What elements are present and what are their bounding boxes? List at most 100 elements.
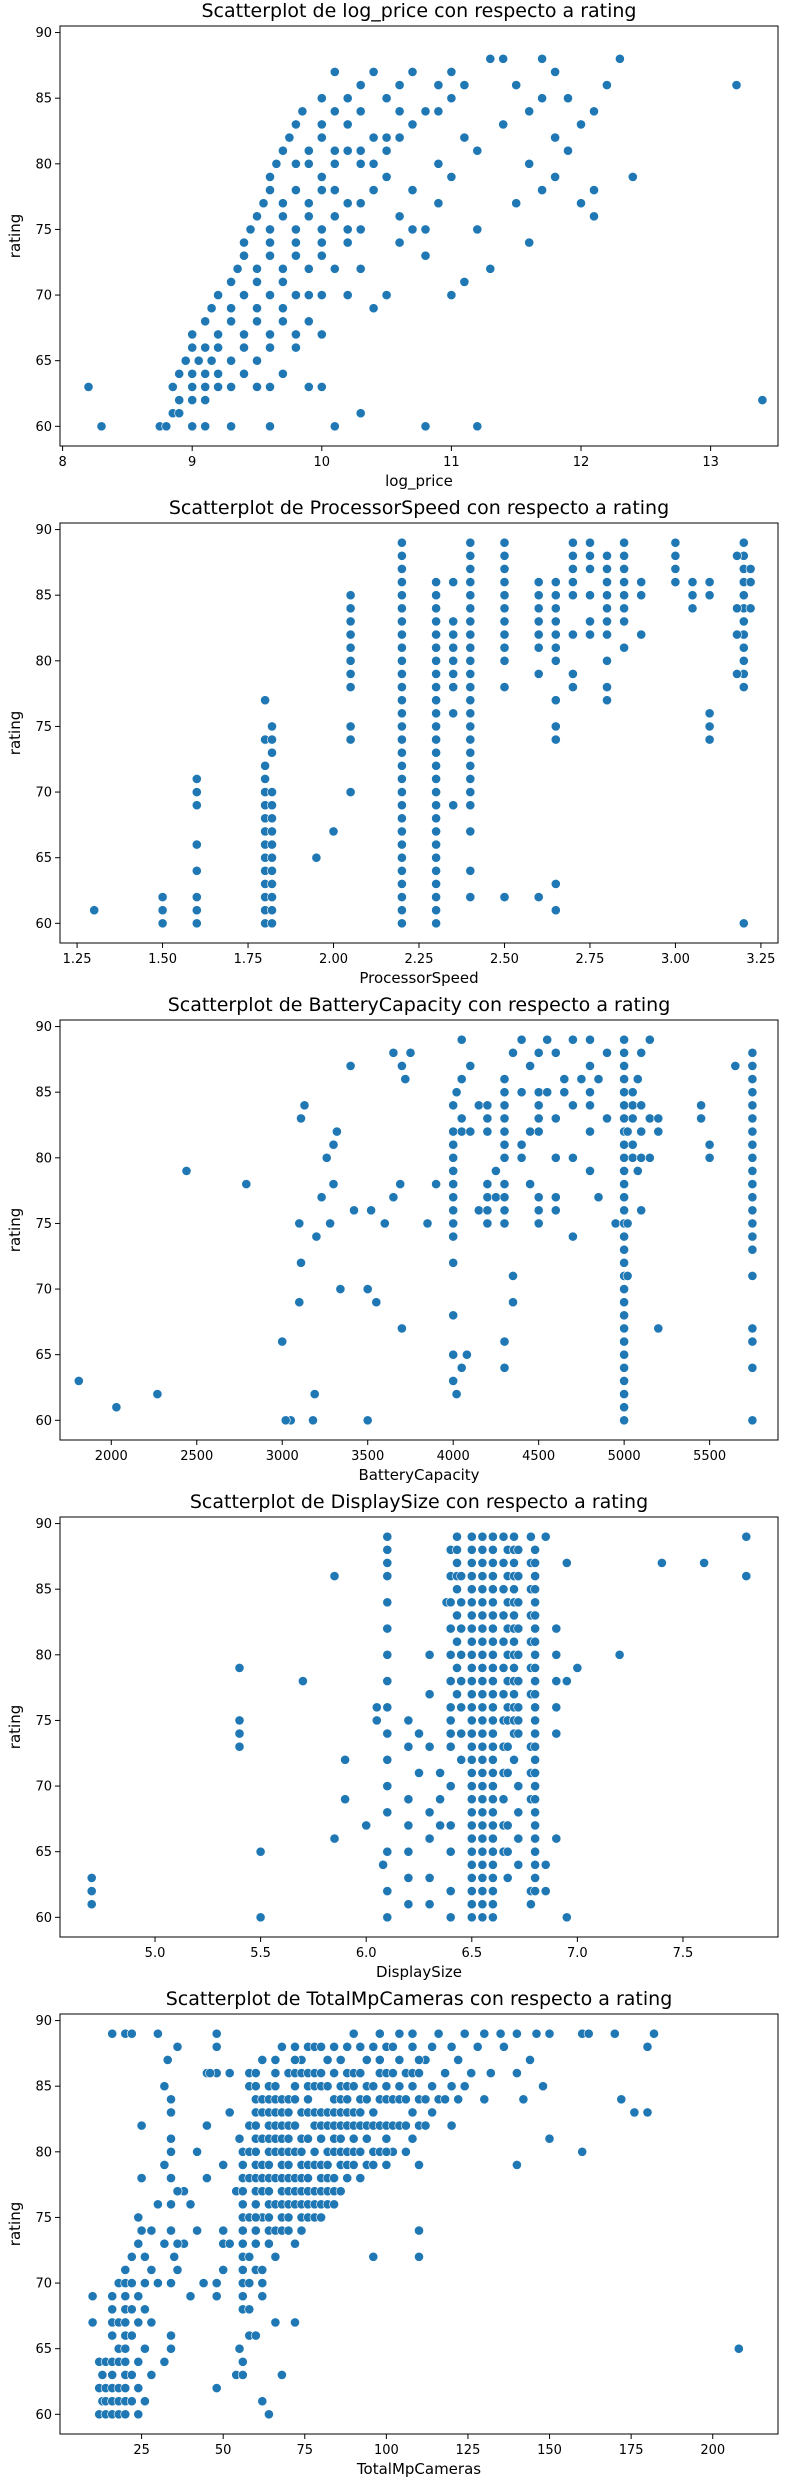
data-point — [303, 263, 314, 274]
data-point — [499, 642, 510, 653]
data-point — [540, 1886, 551, 1896]
data-point — [348, 2028, 359, 2039]
data-point — [525, 2054, 535, 2065]
data-point — [530, 1781, 540, 1791]
data-point — [456, 1113, 467, 1124]
data-point — [730, 1061, 741, 1071]
data-point — [435, 1820, 445, 1831]
data-point — [396, 564, 407, 574]
data-point — [453, 2054, 464, 2065]
data-point — [465, 682, 476, 692]
data-point — [550, 616, 561, 627]
data-point — [161, 421, 172, 432]
data-point — [576, 1074, 587, 1084]
data-point — [396, 918, 407, 929]
data-point — [461, 1349, 472, 1360]
x-tick-label: 1.75 — [234, 952, 263, 967]
data-point — [477, 1781, 488, 1791]
data-point — [308, 1415, 318, 1426]
data-point — [509, 1531, 519, 1542]
data-point — [456, 1649, 467, 1660]
data-point — [619, 537, 629, 548]
data-point — [355, 198, 366, 209]
data-point — [509, 1584, 519, 1595]
data-point — [498, 1689, 509, 1700]
data-point — [533, 616, 544, 627]
data-point — [531, 2028, 542, 2039]
data-point — [382, 1846, 393, 1857]
data-point — [290, 2120, 300, 2131]
data-point — [533, 1126, 544, 1137]
data-point — [316, 185, 327, 195]
data-point — [396, 629, 407, 640]
data-point — [329, 106, 340, 117]
chart-title: Scatterplot de TotalMpCameras con respec… — [166, 1988, 673, 2010]
data-point — [533, 1192, 544, 1203]
data-point — [166, 2133, 176, 2144]
data-point — [466, 1689, 477, 1700]
data-point — [394, 80, 405, 90]
data-point — [361, 1820, 372, 1831]
data-point — [642, 2107, 653, 2118]
data-point — [316, 329, 327, 340]
x-tick-label: 10 — [314, 455, 331, 470]
data-point — [136, 2120, 147, 2131]
data-point — [96, 421, 107, 432]
data-point — [414, 2251, 424, 2262]
data-point — [311, 1231, 322, 1242]
data-point — [448, 655, 459, 666]
data-point — [530, 1768, 540, 1778]
data-point — [321, 1152, 332, 1163]
data-point — [296, 2146, 307, 2157]
data-point — [424, 1649, 435, 1660]
data-point — [294, 1297, 305, 1308]
data-point — [342, 237, 353, 248]
data-point — [435, 1794, 445, 1805]
data-point — [331, 1126, 342, 1137]
data-point — [512, 2159, 522, 2170]
data-point — [466, 1781, 477, 1791]
data-point — [465, 1061, 476, 1071]
data-point — [396, 537, 407, 548]
data-point — [257, 2264, 268, 2275]
data-point — [477, 1676, 488, 1686]
data-point — [615, 53, 625, 64]
data-point — [424, 1807, 435, 1818]
data-point — [267, 721, 277, 732]
data-point — [174, 368, 185, 379]
data-point — [509, 1663, 519, 1673]
data-point — [585, 590, 595, 601]
data-point — [619, 1100, 629, 1111]
data-point — [465, 721, 476, 732]
x-axis-label: ProcessorSpeed — [359, 969, 478, 987]
data-point — [267, 826, 277, 837]
data-point — [348, 2081, 359, 2092]
data-point — [533, 1113, 544, 1124]
data-point — [445, 1781, 456, 1791]
data-point — [200, 395, 211, 405]
data-point — [234, 2133, 245, 2144]
data-point — [530, 1859, 540, 1870]
points-group — [73, 1034, 758, 1426]
data-point — [396, 839, 407, 850]
data-point — [257, 2291, 268, 2302]
data-point — [345, 734, 356, 745]
data-point — [224, 2238, 235, 2249]
data-point — [277, 276, 288, 287]
data-point — [257, 2278, 268, 2288]
data-point — [328, 1139, 339, 1150]
data-point — [466, 1833, 477, 1844]
data-point — [303, 158, 314, 169]
data-point — [530, 1833, 540, 1844]
data-point — [568, 682, 578, 692]
data-point — [490, 1192, 501, 1203]
y-tick-label: 65 — [35, 354, 52, 369]
data-point — [424, 1689, 435, 1700]
data-point — [166, 2199, 176, 2210]
data-point — [263, 2238, 274, 2249]
data-point — [459, 132, 470, 143]
data-point — [237, 2225, 248, 2236]
scatter-panel-1: Scatterplot de log_price con respecto a … — [6, 0, 779, 491]
data-point — [431, 787, 441, 797]
data-point — [433, 80, 444, 90]
